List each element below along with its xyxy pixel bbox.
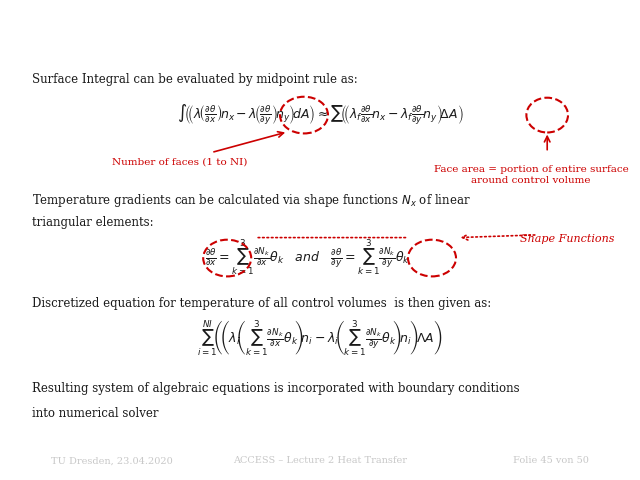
Text: into numerical solver: into numerical solver (32, 407, 159, 420)
Text: Face area = portion of entire surface
around control volume: Face area = portion of entire surface ar… (434, 165, 628, 185)
Text: NST TUT FUR: NST TUT FUR (566, 16, 613, 22)
Polygon shape (540, 30, 561, 44)
Text: Folie 45 von 50: Folie 45 von 50 (513, 456, 589, 465)
Text: BAUKLIMATIK: BAUKLIMATIK (566, 35, 613, 40)
Text: triangular elements:: triangular elements: (32, 216, 154, 228)
Text: ACCESS – Lecture 2 Heat Transfer: ACCESS – Lecture 2 Heat Transfer (233, 456, 407, 465)
Text: Number of faces (1 to NI): Number of faces (1 to NI) (111, 157, 247, 167)
Text: Finite- Difference- Method – 2d Steady St.: Finite- Difference- Method – 2d Steady S… (38, 19, 496, 36)
Text: $\int\!\left(\!\left(\lambda\!\left(\frac{\partial\theta}{\partial x}\right)\!n_: $\int\!\left(\!\left(\lambda\!\left(\fra… (177, 103, 463, 127)
Text: Surface Integral can be evaluated by midpoint rule as:: Surface Integral can be evaluated by mid… (32, 72, 358, 85)
Text: $\frac{\partial\theta}{\partial x} = \sum_{k=1}^{3}\frac{\partial N_k}{\partial : $\frac{\partial\theta}{\partial x} = \su… (205, 238, 410, 278)
Text: $\sum_{i=1}^{NI}\!\left(\!\left(\lambda_i\!\left(\sum_{k=1}^{3}\frac{\partial N_: $\sum_{i=1}^{NI}\!\left(\!\left(\lambda_… (197, 319, 443, 360)
Text: Resulting system of algebraic equations is incorporated with boundary conditions: Resulting system of algebraic equations … (32, 382, 520, 395)
Text: Shape Functions: Shape Functions (520, 234, 614, 244)
Text: Temperature gradients can be calculated via shape functions $N_x$ of linear: Temperature gradients can be calculated … (32, 192, 471, 209)
Text: Discretized equation for temperature of all control volumes  is then given as:: Discretized equation for temperature of … (32, 297, 492, 310)
Polygon shape (536, 8, 564, 30)
Text: TU Dresden, 23.04.2020: TU Dresden, 23.04.2020 (51, 456, 173, 465)
